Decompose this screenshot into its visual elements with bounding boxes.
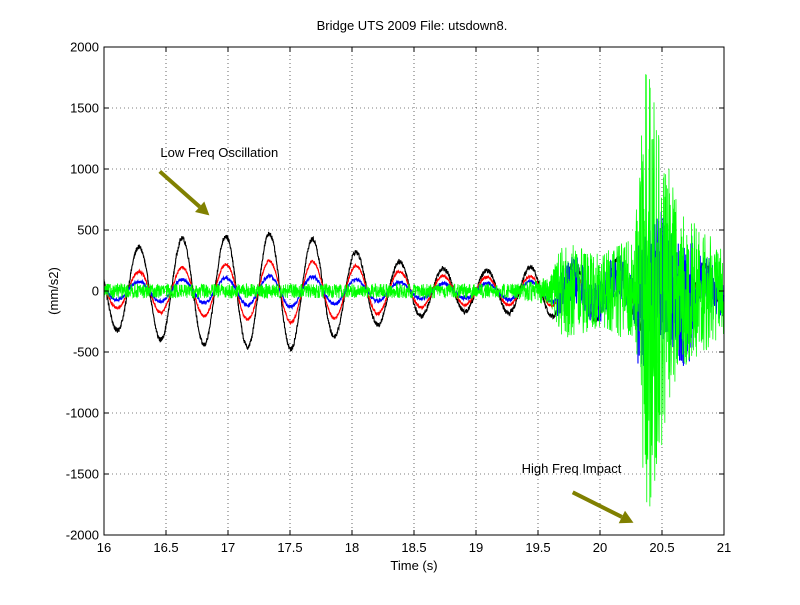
x-tick-label: 19 — [469, 540, 483, 555]
ticks: 16 16.5 17 17.5 18 18.5 19 19.5 20 20.5 21 -2000 -15… — [66, 40, 731, 556]
series-line — [103, 74, 725, 507]
x-axis-label: Time (s) — [390, 558, 437, 573]
y-tick-label: 1000 — [70, 162, 99, 177]
annotations: Low Freq Oscillation High Freq Impact — [158, 145, 634, 524]
x-tick-label: 20.5 — [649, 540, 674, 555]
x-tick-label: 18 — [345, 540, 359, 555]
x-tick-label: 16 — [97, 540, 111, 555]
annotation-arrow-shaft — [571, 490, 623, 519]
series-layer — [103, 74, 725, 507]
annotation-arrow-shaft — [158, 169, 201, 209]
x-tick-label: 16.5 — [153, 540, 178, 555]
y-tick-label: -500 — [73, 345, 99, 360]
annotation-arrow-head — [618, 510, 634, 524]
x-tick-label: 20 — [593, 540, 607, 555]
annotation-text: High Freq Impact — [522, 461, 622, 476]
y-tick-label: -2000 — [66, 528, 99, 543]
x-tick-label: 17 — [221, 540, 235, 555]
annotation-arrow-head — [195, 201, 210, 216]
y-tick-label: -1000 — [66, 406, 99, 421]
x-tick-label: 17.5 — [277, 540, 302, 555]
y-tick-label: 1500 — [70, 101, 99, 116]
y-tick-label: 2000 — [70, 40, 99, 55]
y-axis-label: (mm/s2) — [46, 267, 61, 315]
y-tick-label: 0 — [92, 284, 99, 299]
annotation-text: Low Freq Oscillation — [160, 145, 278, 160]
x-tick-label: 19.5 — [525, 540, 550, 555]
y-tick-label: -1500 — [66, 467, 99, 482]
x-tick-label: 21 — [717, 540, 731, 555]
chart-title: Bridge UTS 2009 File: utsdown8. — [317, 18, 508, 33]
y-tick-label: 500 — [77, 223, 99, 238]
x-tick-label: 18.5 — [401, 540, 426, 555]
